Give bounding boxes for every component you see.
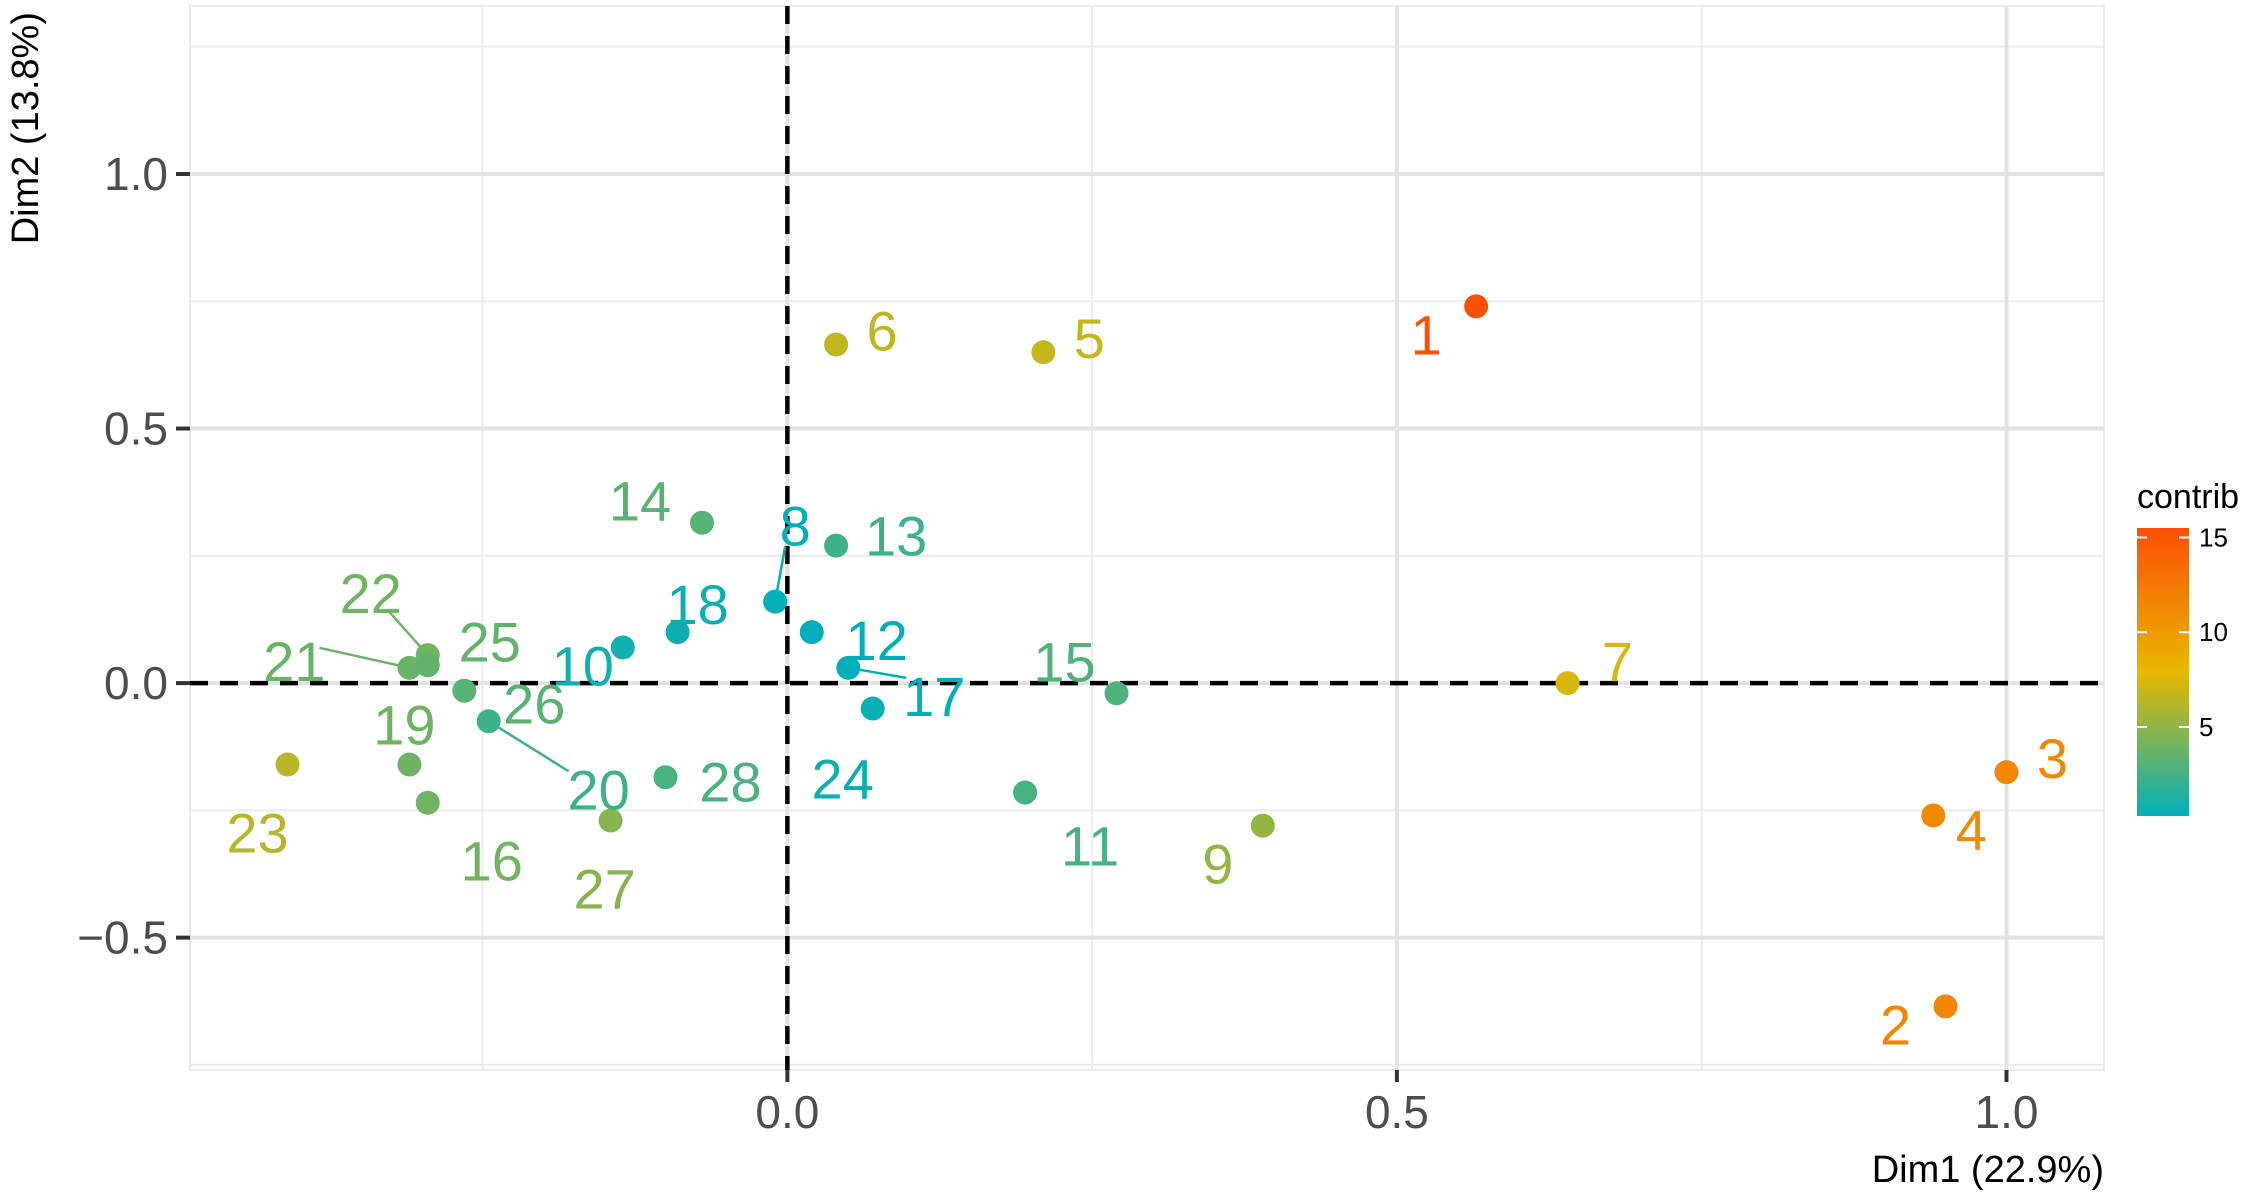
y-axis-title: Dim2 (13.8%)	[5, 12, 47, 244]
legend: contrib 5 10 15	[2137, 478, 2239, 816]
point-label-1: 1	[1411, 303, 1442, 366]
point-label-17: 17	[903, 665, 965, 728]
point-labels: 1234567891011121314151617181920212223242…	[226, 300, 2068, 1057]
point-17	[836, 655, 861, 680]
point-label-10: 10	[552, 634, 614, 697]
legend-colorbar	[2137, 528, 2189, 816]
point-6	[824, 332, 849, 357]
point-label-27: 27	[573, 858, 635, 921]
point-8	[763, 589, 788, 614]
y-axis: −0.5 0.0 0.5 1.0	[77, 148, 190, 964]
legend-tick-label: 10	[2199, 617, 2228, 647]
point-4	[1921, 803, 1946, 828]
legend-ticks: 5 10 15	[2137, 522, 2228, 742]
point-label-21: 21	[263, 630, 325, 693]
point-label-9: 9	[1202, 833, 1233, 896]
y-tick-label: −0.5	[77, 912, 168, 964]
point-10	[610, 635, 635, 660]
legend-title: contrib	[2137, 478, 2239, 516]
leader-lines	[319, 546, 907, 773]
point-11	[1013, 780, 1038, 805]
point-24	[860, 696, 885, 721]
point-label-2: 2	[1880, 993, 1911, 1056]
point-label-6: 6	[867, 300, 898, 363]
point-15	[1104, 681, 1129, 706]
leader-line-20	[488, 720, 570, 773]
point-28	[653, 765, 678, 790]
point-2	[1933, 994, 1958, 1019]
legend-tick-label: 15	[2199, 522, 2228, 552]
point-25	[415, 653, 440, 678]
point-label-7: 7	[1602, 630, 1633, 693]
data-points	[275, 294, 2019, 1019]
point-12	[799, 620, 824, 645]
point-label-15: 15	[1033, 630, 1095, 693]
point-label-3: 3	[2037, 727, 2068, 790]
point-label-23: 23	[226, 802, 288, 865]
point-19	[397, 752, 422, 777]
grid-minor	[190, 6, 2104, 1070]
point-18	[665, 620, 690, 645]
point-label-8: 8	[780, 495, 811, 558]
point-label-18: 18	[666, 573, 728, 636]
point-label-13: 13	[865, 505, 927, 568]
point-label-12: 12	[846, 609, 908, 672]
point-label-22: 22	[340, 562, 402, 625]
y-tick-label: 1.0	[104, 148, 168, 200]
x-tick-label: 1.0	[1974, 1086, 2038, 1138]
x-axis: 0.0 0.5 1.0	[755, 1070, 2038, 1138]
point-27	[598, 808, 623, 833]
point-5	[1031, 340, 1056, 365]
point-1	[1464, 294, 1489, 319]
point-9	[1250, 813, 1275, 838]
leader-line-21	[319, 646, 410, 670]
point-label-25: 25	[459, 610, 521, 673]
point-26	[452, 678, 477, 703]
point-label-20: 20	[568, 758, 630, 821]
point-20	[476, 709, 501, 734]
point-label-24: 24	[812, 748, 874, 811]
point-label-5: 5	[1074, 307, 1105, 370]
point-label-26: 26	[503, 673, 565, 736]
point-7	[1555, 671, 1580, 696]
legend-tick-label: 5	[2199, 712, 2213, 742]
y-tick-label: 0.5	[104, 403, 168, 455]
y-tick-label: 0.0	[104, 657, 168, 709]
point-label-11: 11	[1061, 815, 1119, 878]
point-label-28: 28	[699, 750, 761, 813]
point-3	[1994, 760, 2019, 785]
point-label-19: 19	[373, 694, 435, 757]
point-label-16: 16	[461, 830, 523, 893]
point-23	[275, 752, 300, 777]
point-13	[824, 533, 849, 558]
point-label-14: 14	[609, 470, 671, 533]
reference-lines	[190, 6, 2104, 1070]
point-21	[397, 655, 422, 680]
x-tick-label: 0.0	[755, 1086, 819, 1138]
plot-panel	[189, 5, 2105, 1071]
x-tick-label: 0.5	[1365, 1086, 1429, 1138]
point-label-4: 4	[1956, 798, 1987, 861]
point-14	[690, 510, 715, 535]
x-axis-title: Dim1 (22.9%)	[1872, 1149, 2104, 1191]
point-16	[415, 790, 440, 815]
